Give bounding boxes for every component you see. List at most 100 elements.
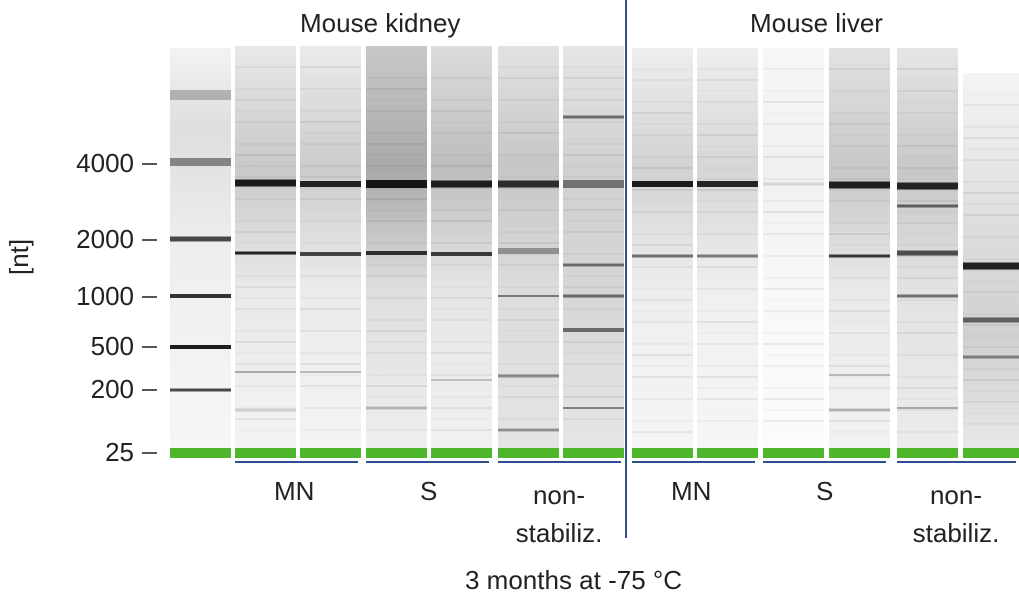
smear-kidney-s-2-209 (431, 209, 492, 211)
marker-band-kidney-s-1 (366, 448, 427, 458)
band-kidney-non-2-25 (563, 180, 624, 188)
smear-liver-mn-1-79 (632, 79, 693, 81)
band-kidney-non-2-24 (563, 115, 624, 119)
smear-kidney-non-1-385 (498, 385, 559, 387)
band-kidney-mn-2-10 (300, 181, 361, 187)
lane-kidney-mn-1 (235, 46, 296, 450)
band-kidney-s-1-13 (366, 180, 427, 188)
smear-liver-mn-2-233 (697, 233, 758, 235)
smear-liver-s-2-134 (829, 134, 890, 136)
smear-kidney-s-1-264 (366, 264, 427, 266)
smear-kidney-s-1-209 (366, 209, 427, 211)
smear-kidney-non-2-88 (563, 88, 624, 90)
smear-kidney-mn-2-132 (300, 132, 361, 134)
smear-kidney-s-2-341 (431, 341, 492, 343)
smear-liver-s-2-431 (829, 431, 890, 433)
smear-liver-s-1-431 (763, 431, 824, 433)
smear-kidney-non-1-242 (498, 242, 559, 244)
smear-liver-non-2-423 (963, 423, 1019, 425)
smear-kidney-s-2-330 (431, 330, 492, 332)
smear-liver-non-1-189 (897, 189, 958, 191)
smear-kidney-s-1-418 (366, 418, 427, 420)
smear-liver-non-2-137 (963, 137, 1019, 139)
smear-liver-non-2-302 (963, 302, 1019, 304)
band-kidney-s-2-17 (431, 252, 492, 256)
smear-liver-non-1-222 (897, 222, 958, 224)
smear-liver-non-1-376 (897, 376, 958, 378)
smear-liver-mn-1-431 (632, 431, 693, 433)
smear-liver-mn-2-420 (697, 420, 758, 422)
tick-mark-4000 (142, 163, 157, 165)
smear-liver-mn-1-68 (632, 68, 693, 70)
smear-liver-non-2-280 (963, 280, 1019, 282)
smear-liver-mn-1-299 (632, 299, 693, 301)
smear-liver-s-2-222 (829, 222, 890, 224)
smear-kidney-mn-1-286 (235, 286, 296, 288)
smear-kidney-s-1-308 (366, 308, 427, 310)
smear-liver-non-1-244 (897, 244, 958, 246)
smear-kidney-s-1-341 (366, 341, 427, 343)
smear-kidney-non-1-121 (498, 121, 559, 123)
smear-liver-non-2-126 (963, 126, 1019, 128)
smear-liver-s-2-277 (829, 277, 890, 279)
smear-kidney-mn-2-297 (300, 297, 361, 299)
smear-kidney-mn-1-297 (235, 297, 296, 299)
smear-kidney-mn-1-99 (235, 99, 296, 101)
smear-kidney-non-1-418 (498, 418, 559, 420)
smear-liver-s-1-376 (763, 376, 824, 378)
smear-liver-s-1-90 (763, 90, 824, 92)
band-kidney-mn-1-9 (235, 408, 296, 412)
smear-kidney-non-2-286 (563, 286, 624, 288)
smear-kidney-non-1-275 (498, 275, 559, 277)
smear-kidney-s-2-385 (431, 385, 492, 387)
smear-liver-non-1-156 (897, 156, 958, 158)
band-kidney-s-1-15 (366, 406, 427, 410)
smear-kidney-s-2-165 (431, 165, 492, 167)
smear-kidney-mn-2-66 (300, 66, 361, 68)
smear-liver-s-2-299 (829, 299, 890, 301)
smear-liver-s-1-68 (763, 68, 824, 70)
band-kidney-non-1-19 (498, 180, 559, 188)
band-kidney-s-2-18 (431, 379, 492, 381)
smear-liver-mn-1-387 (632, 387, 693, 389)
smear-kidney-s-2-319 (431, 319, 492, 321)
smear-liver-mn-2-288 (697, 288, 758, 290)
smear-liver-mn-2-277 (697, 277, 758, 279)
smear-kidney-s-1-132 (366, 132, 427, 134)
smear-liver-s-2-343 (829, 343, 890, 345)
smear-kidney-s-2-143 (431, 143, 492, 145)
smear-liver-non-1-145 (897, 145, 958, 147)
smear-kidney-non-2-418 (563, 418, 624, 420)
smear-kidney-s-2-154 (431, 154, 492, 156)
smear-liver-s-1-409 (763, 409, 824, 411)
smear-kidney-non-2-341 (563, 341, 624, 343)
tick-mark-25 (142, 452, 157, 454)
band-liver-non-2-46 (963, 355, 1019, 359)
smear-kidney-non-1-88 (498, 88, 559, 90)
smear-liver-s-2-145 (829, 145, 890, 147)
smear-kidney-mn-2-88 (300, 88, 361, 90)
tick-mark-2000 (142, 239, 157, 241)
smear-kidney-s-2-99 (431, 99, 492, 101)
tick-mark-200 (142, 389, 157, 391)
tick-label-4000: 4000 (76, 148, 134, 178)
marker-band-liver-mn-1 (632, 448, 693, 458)
smear-kidney-mn-1-231 (235, 231, 296, 233)
smear-kidney-mn-2-330 (300, 330, 361, 332)
smear-kidney-mn-2-429 (300, 429, 361, 431)
smear-liver-non-1-266 (897, 266, 958, 268)
band-liver-mn-2-33 (697, 254, 758, 258)
smear-liver-s-1-299 (763, 299, 824, 301)
smear-kidney-mn-2-352 (300, 352, 361, 354)
smear-kidney-s-2-374 (431, 374, 492, 376)
smear-kidney-non-2-396 (563, 396, 624, 398)
marker-band-liver-non-2 (963, 448, 1019, 458)
smear-kidney-s-1-231 (366, 231, 427, 233)
smear-liver-mn-1-288 (632, 288, 693, 290)
smear-kidney-non-2-121 (563, 121, 624, 123)
smear-liver-s-1-123 (763, 123, 824, 125)
smear-kidney-s-1-77 (366, 77, 427, 79)
smear-kidney-non-1-374 (498, 374, 559, 376)
smear-kidney-s-1-121 (366, 121, 427, 123)
